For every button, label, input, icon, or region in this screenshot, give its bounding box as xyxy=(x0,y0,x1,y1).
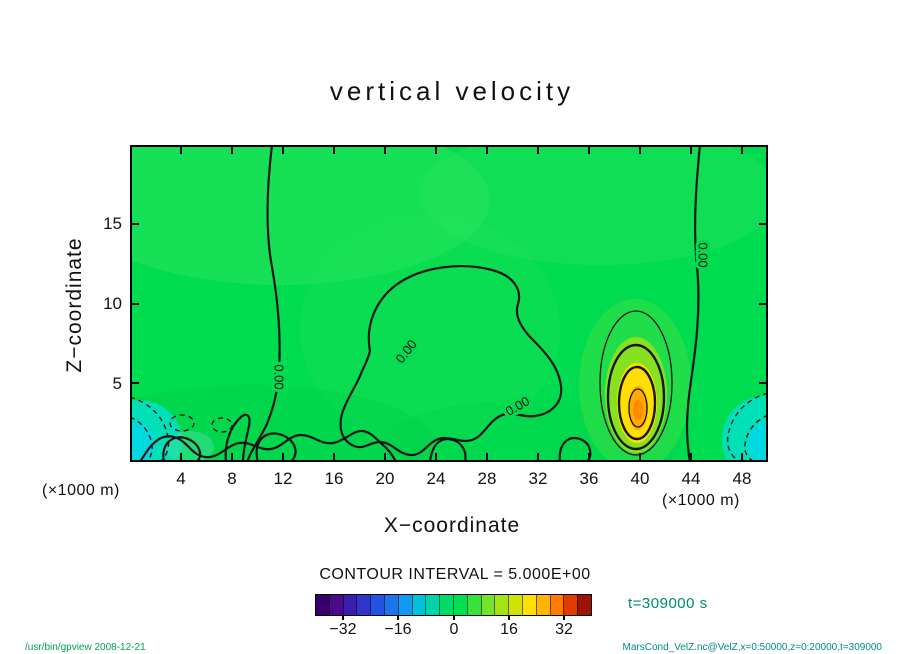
x-tick-label: 28 xyxy=(477,469,497,488)
colorbar-segment xyxy=(342,595,357,615)
plot-area: 0.00 0.00 0.00 0.00 xyxy=(130,145,768,462)
x-tick-label: 36 xyxy=(579,469,599,488)
colorbar-tick-label: 32 xyxy=(555,621,573,638)
x-tick-label: 16 xyxy=(324,469,344,488)
x-tick-label: 24 xyxy=(426,469,446,488)
colorbar-segment xyxy=(425,595,440,615)
colorbar-tick-label: −32 xyxy=(329,621,357,638)
contour-label: 0.00 xyxy=(272,364,287,389)
x-tick-label: 44 xyxy=(681,469,701,488)
x-tick-label: 48 xyxy=(732,469,752,488)
colorbar-segment xyxy=(439,595,453,615)
colorbar-segment xyxy=(521,595,536,615)
colorbar-segment xyxy=(508,595,522,615)
plot-title: vertical velocity xyxy=(329,76,575,106)
plot-frame xyxy=(130,145,768,462)
colorbar-segment xyxy=(411,595,426,615)
y-tick-label: 5 xyxy=(112,374,122,393)
colorbar-segment xyxy=(356,595,371,615)
footer-data-source: MarsCond_VelZ.nc@VelZ,x=0:50000,z=0:2000… xyxy=(622,642,883,653)
x-tick-label: 32 xyxy=(528,469,548,488)
colorbar-segment xyxy=(577,595,591,615)
y-tick-label: 10 xyxy=(103,294,122,313)
time-annotation: t=309000 s xyxy=(628,595,708,612)
contour-interval-caption: CONTOUR INTERVAL = 5.000E+00 xyxy=(319,566,591,583)
colorbar-tickmark xyxy=(342,616,344,620)
x-tick-label: 8 xyxy=(227,469,237,488)
x-tick-label: 4 xyxy=(176,469,186,488)
colorbar-tick-label: 0 xyxy=(449,621,459,638)
negative-contour-lines xyxy=(130,392,768,462)
colorbar-tick-label: −16 xyxy=(384,621,412,638)
contour-label: 0.00 xyxy=(696,242,711,267)
colorbar-segment xyxy=(480,595,495,615)
colorbar-segment xyxy=(549,595,564,615)
colorbar-segment xyxy=(466,595,481,615)
x-axis-units: (×1000 m) xyxy=(662,492,740,509)
colorbar-tickmark xyxy=(563,616,565,620)
colorbar-segment xyxy=(328,595,343,615)
y-axis-label: Z−coordinate xyxy=(63,237,86,373)
colorbar-gradient xyxy=(315,594,592,616)
zero-contour-lines xyxy=(138,145,702,462)
x-tick-label: 20 xyxy=(375,469,395,488)
colorbar-tickmark xyxy=(508,616,510,620)
colorbar-segment xyxy=(563,595,578,615)
footer-command-and-date: /usr/bin/gpview 2008-12-21 xyxy=(25,642,146,653)
colorbar-tick-label: 16 xyxy=(500,621,518,638)
y-tick-label: 15 xyxy=(103,214,122,233)
colorbar-tickmark xyxy=(397,616,399,620)
x-axis-label: X−coordinate xyxy=(383,514,521,537)
y-axis-units: (×1000 m) xyxy=(42,482,120,499)
colorbar-segment xyxy=(316,595,329,615)
filled-field xyxy=(130,145,768,462)
colorbar-segment xyxy=(383,595,398,615)
colorbar-segment xyxy=(535,595,550,615)
colorbar-segment xyxy=(494,595,509,615)
colorbar-segment xyxy=(370,595,384,615)
colorbar-segment xyxy=(397,595,412,615)
x-tick-label: 40 xyxy=(630,469,650,488)
x-tick-label: 12 xyxy=(273,469,293,488)
colorbar-segment xyxy=(452,595,467,615)
colorbar-tickmark xyxy=(453,616,455,620)
